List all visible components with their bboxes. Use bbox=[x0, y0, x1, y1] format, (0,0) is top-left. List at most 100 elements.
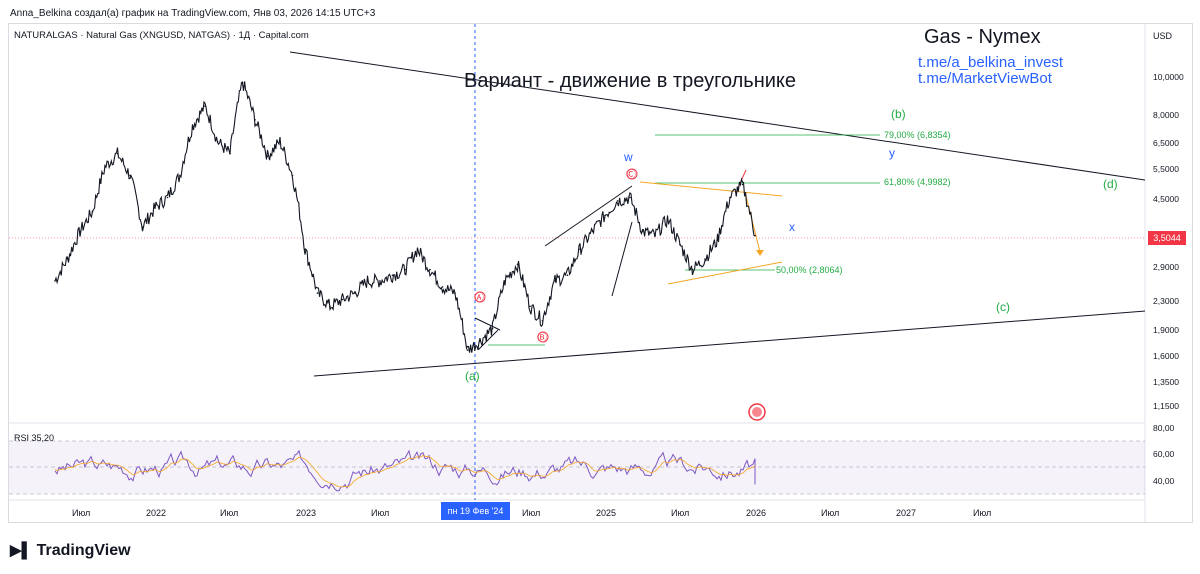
time-tick: Июл bbox=[821, 508, 840, 518]
price-point bbox=[54, 280, 56, 282]
wave-label-c: (c) bbox=[996, 300, 1010, 314]
symbol-line: NATURALGAS · Natural Gas (XNGUSD, NATGAS… bbox=[14, 30, 309, 41]
rsi-series bbox=[54, 449, 756, 492]
price-point bbox=[516, 263, 519, 266]
wave-label-b: (b) bbox=[891, 107, 906, 121]
price-tick: 6,5000 bbox=[1153, 138, 1179, 148]
time-tick: Июл bbox=[72, 508, 91, 518]
time-tick: Июл bbox=[973, 508, 992, 518]
telegram-link-2[interactable]: t.me/MarketViewBot bbox=[918, 70, 1052, 87]
price-point bbox=[329, 305, 331, 308]
time-tick: 2023 bbox=[296, 508, 317, 518]
chart-frame bbox=[8, 23, 1193, 523]
price-point bbox=[429, 268, 431, 271]
price-point bbox=[566, 274, 569, 277]
price-point bbox=[254, 119, 256, 121]
time-tick: Июл bbox=[671, 508, 690, 518]
rsi-tick: 80,00 bbox=[1153, 423, 1175, 433]
time-tick: 2025 bbox=[596, 508, 617, 518]
variant-annotation: Вариант - движение в треугольнике bbox=[464, 70, 797, 92]
price-point bbox=[504, 280, 506, 282]
triangle-lower-line bbox=[313, 310, 1146, 377]
tradingview-logo[interactable]: ▶▌ TradingView bbox=[10, 541, 131, 560]
telegram-link-1[interactable]: t.me/a_belkina_invest bbox=[918, 54, 1064, 71]
price-point bbox=[79, 230, 81, 233]
price-point bbox=[416, 248, 419, 251]
orange-arrow-head bbox=[756, 250, 764, 256]
price-point bbox=[654, 234, 656, 237]
price-point bbox=[354, 292, 356, 294]
price-point bbox=[266, 155, 269, 158]
price-point bbox=[491, 327, 494, 330]
current-price-tag: 3,5044 bbox=[1148, 231, 1186, 245]
rsi-legend: RSI 35,20 bbox=[14, 433, 55, 443]
price-series bbox=[54, 81, 756, 353]
wave-a-circle bbox=[474, 291, 486, 303]
price-tick: 1,1500 bbox=[1153, 401, 1179, 411]
price-point bbox=[116, 152, 119, 155]
time-tick: Июл bbox=[371, 508, 390, 518]
price-point bbox=[629, 196, 631, 199]
price-point bbox=[66, 258, 69, 260]
wave-label-x: x bbox=[789, 220, 795, 234]
price-tick: 10,0000 bbox=[1153, 72, 1184, 82]
event-flag-inner bbox=[752, 407, 762, 417]
wave-label-a: (a) bbox=[465, 369, 480, 383]
price-point bbox=[529, 305, 531, 308]
price-point bbox=[729, 196, 731, 199]
price-point bbox=[404, 268, 406, 271]
price-point bbox=[691, 268, 694, 271]
wave-label-d: (d) bbox=[1103, 177, 1118, 191]
wave-label-circle-b: Ⓑ bbox=[537, 333, 547, 344]
price-point bbox=[366, 280, 369, 282]
price-tick: 5,5000 bbox=[1153, 164, 1179, 174]
rsi-band bbox=[9, 441, 1145, 494]
price-point bbox=[466, 349, 469, 351]
price-point bbox=[241, 81, 244, 83]
rsi-tick: 60,00 bbox=[1153, 449, 1175, 459]
price-tick: 2,3000 bbox=[1153, 296, 1179, 306]
wave-label-w: w bbox=[624, 150, 633, 164]
price-point bbox=[554, 280, 556, 282]
time-tick: 2026 bbox=[746, 508, 767, 518]
price-point bbox=[716, 239, 719, 241]
price-point bbox=[441, 286, 444, 288]
price-point bbox=[379, 280, 381, 282]
fib-label-79: 79,00% (6,8354) bbox=[884, 130, 951, 140]
time-tick: 2022 bbox=[146, 508, 167, 518]
price-tick: 1,9000 bbox=[1153, 325, 1179, 335]
price-point bbox=[579, 248, 581, 251]
chart-title: Gas - Nymex bbox=[924, 26, 1041, 48]
price-point bbox=[216, 140, 219, 143]
price-point bbox=[454, 292, 456, 294]
currency-label: USD bbox=[1153, 31, 1173, 41]
price-point bbox=[104, 166, 106, 168]
price-point bbox=[166, 196, 169, 199]
wave-line-2 bbox=[611, 221, 633, 297]
wave-line-3 bbox=[474, 317, 501, 331]
price-point bbox=[604, 214, 606, 217]
wave-line-1 bbox=[544, 185, 633, 247]
price-point bbox=[741, 183, 744, 186]
wave-b-circle bbox=[537, 331, 549, 343]
price-point bbox=[204, 105, 206, 107]
price-line bbox=[54, 81, 756, 353]
price-point bbox=[391, 274, 394, 277]
time-tick: Июл bbox=[220, 508, 239, 518]
price-point bbox=[129, 174, 131, 177]
price-point bbox=[141, 226, 144, 228]
price-point bbox=[704, 258, 706, 260]
price-tick: 4,5000 bbox=[1153, 194, 1179, 204]
crosshair-date-label: пн 19 Фев '24 bbox=[441, 502, 510, 520]
price-point bbox=[304, 248, 306, 251]
price-point bbox=[91, 210, 94, 213]
price-tick: 2,9000 bbox=[1153, 262, 1179, 272]
fib-label-618: 61,80% (4,9982) bbox=[884, 177, 951, 187]
tradingview-logo-icon: ▶▌ bbox=[10, 542, 33, 559]
triangle-upper-line bbox=[289, 51, 1146, 181]
price-point bbox=[666, 218, 669, 220]
wave-c-circle bbox=[626, 168, 638, 180]
price-tick: 8,0000 bbox=[1153, 110, 1179, 120]
price-point bbox=[541, 320, 544, 322]
